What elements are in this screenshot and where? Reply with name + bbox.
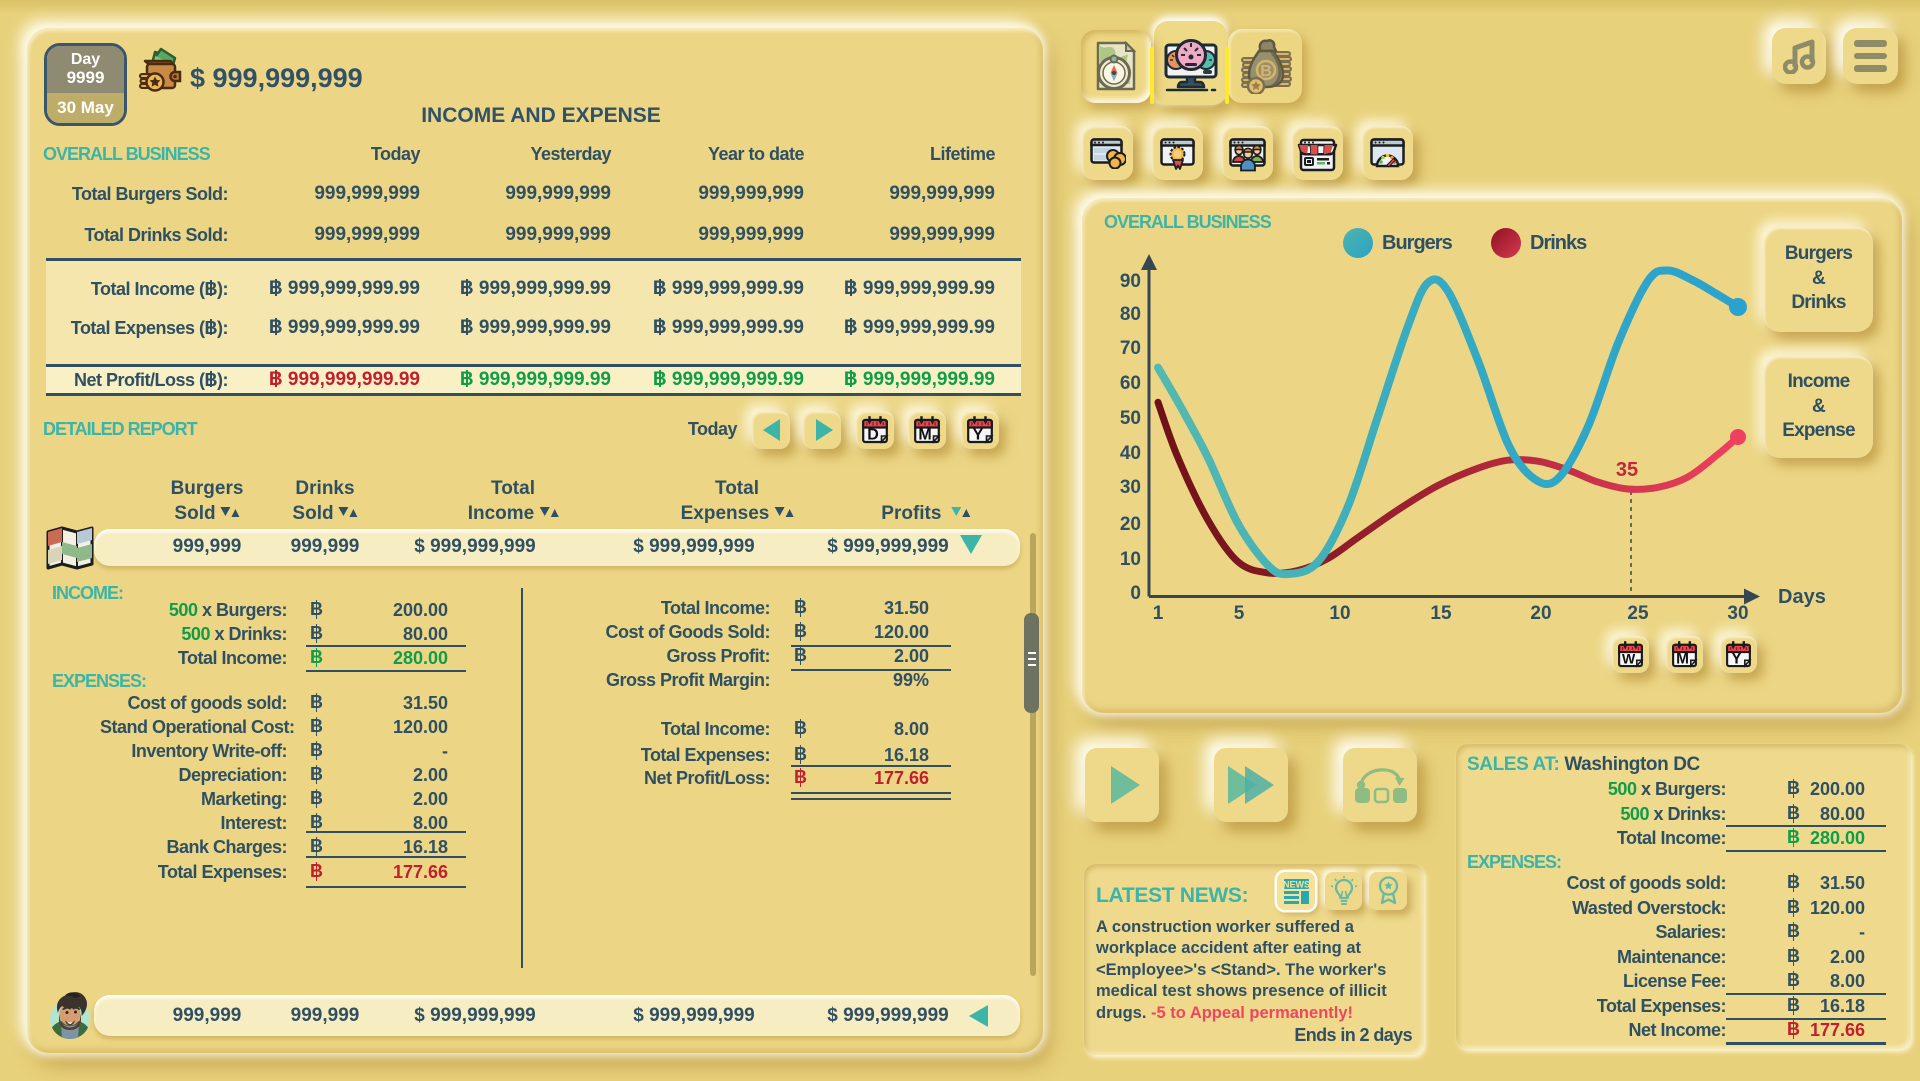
svg-text:NEWS: NEWS <box>1283 880 1310 890</box>
svg-text:15: 15 <box>1430 603 1452 624</box>
svg-text:5: 5 <box>1234 603 1245 624</box>
svg-text:60: 60 <box>1120 373 1141 394</box>
svg-text:D: D <box>867 427 879 444</box>
svg-text:M: M <box>1676 651 1689 668</box>
svg-text:20: 20 <box>1530 603 1551 624</box>
svg-text:50: 50 <box>1120 408 1141 429</box>
svg-text:35: 35 <box>1616 459 1638 481</box>
svg-text:Days: Days <box>1778 586 1826 608</box>
svg-text:10: 10 <box>1329 603 1350 624</box>
svg-text:B: B <box>1260 63 1272 80</box>
svg-text:80: 80 <box>1120 304 1141 325</box>
svg-text:1: 1 <box>1153 603 1164 624</box>
svg-text:0: 0 <box>1130 583 1141 604</box>
svg-text:Y: Y <box>973 427 984 444</box>
svg-text:40: 40 <box>1120 443 1141 464</box>
svg-text:30: 30 <box>1120 477 1141 498</box>
svg-text:25: 25 <box>1627 603 1649 624</box>
svg-text:90: 90 <box>1120 271 1141 292</box>
svg-text:Y: Y <box>1731 651 1742 668</box>
svg-text:W: W <box>1622 651 1636 667</box>
svg-text:30: 30 <box>1727 603 1748 624</box>
svg-text:M: M <box>918 427 931 444</box>
svg-text:70: 70 <box>1120 338 1141 359</box>
svg-text:20: 20 <box>1120 514 1141 535</box>
svg-text:10: 10 <box>1120 549 1141 570</box>
